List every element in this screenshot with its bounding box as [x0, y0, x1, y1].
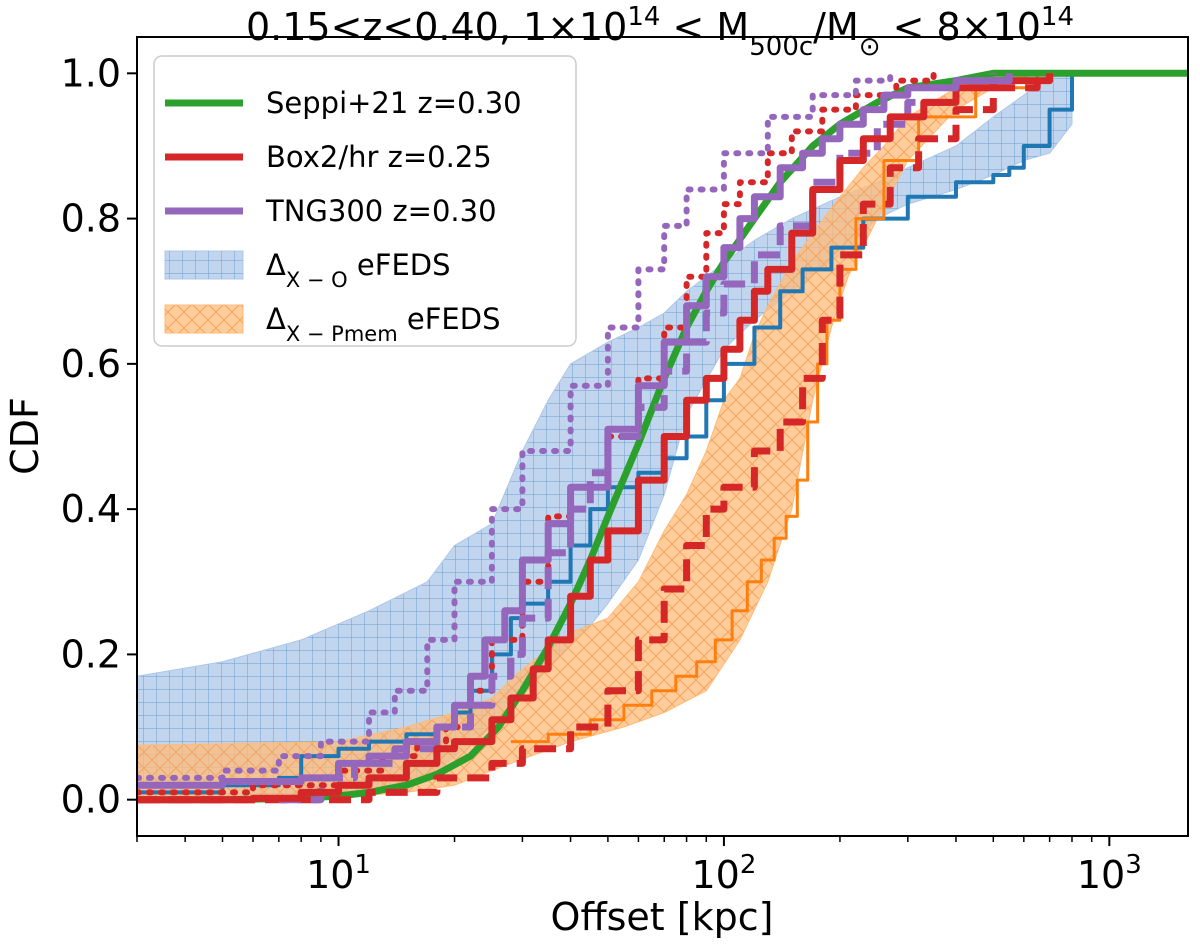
legend-swatch-x-pmem-hatch: [165, 305, 243, 333]
x-axis-ticks: 101 102 103: [136, 836, 1142, 897]
plot-frame: [136, 36, 1189, 837]
legend-label-x-pmem: ΔX − Pmem eFEDS: [266, 302, 501, 346]
tng300-dotted-line: [137, 70, 894, 781]
box2-hr-dotted-line: [137, 70, 937, 796]
y-tick-label: 1.0: [61, 51, 121, 95]
x-tick-label: 102: [691, 850, 756, 897]
x-axis-label: Offset [kpc]: [551, 895, 774, 939]
series-lines: [137, 69, 1188, 804]
y-tick-label: 0.6: [61, 342, 121, 386]
chart-legend: Seppi+21 z=0.30 Box2/hr z=0.25 TNG300 z=0.…: [153, 55, 577, 347]
tng300-z-0-30-line: [137, 73, 1013, 789]
x-tick-label: 101: [306, 850, 371, 897]
y-tick-label: 0.0: [61, 778, 121, 822]
legend-label-seppi-21-z-0-30: Seppi+21 z=0.30: [266, 86, 522, 120]
y-tick-label: 0.8: [61, 197, 121, 241]
legend-box: [153, 55, 577, 347]
x-pmem-efeds-line: [510, 73, 1039, 744]
legend-label-box2-hr-z-0-25: Box2/hr z=0.25: [266, 140, 492, 174]
legend-label-x-o: ΔX − O eFEDS: [266, 248, 451, 292]
chart-title: 0.15<z<0.40, 1×1014 < M500c/M⊙ < 8×1014: [246, 2, 1074, 62]
legend-swatch-x-o-hatch: [165, 251, 243, 279]
y-tick-label: 0.4: [61, 487, 121, 531]
y-axis-ticks: 0.0 0.2 0.4 0.6 0.8 1.0: [61, 51, 137, 822]
y-tick-label: 0.2: [61, 632, 121, 676]
legend-label-tng300-z-0-30: TNG300 z=0.30: [265, 194, 497, 228]
box2-hr-z-0-25-line: [137, 73, 1054, 804]
y-axis-label: CDF: [3, 397, 47, 475]
x-tick-label: 103: [1077, 850, 1142, 897]
